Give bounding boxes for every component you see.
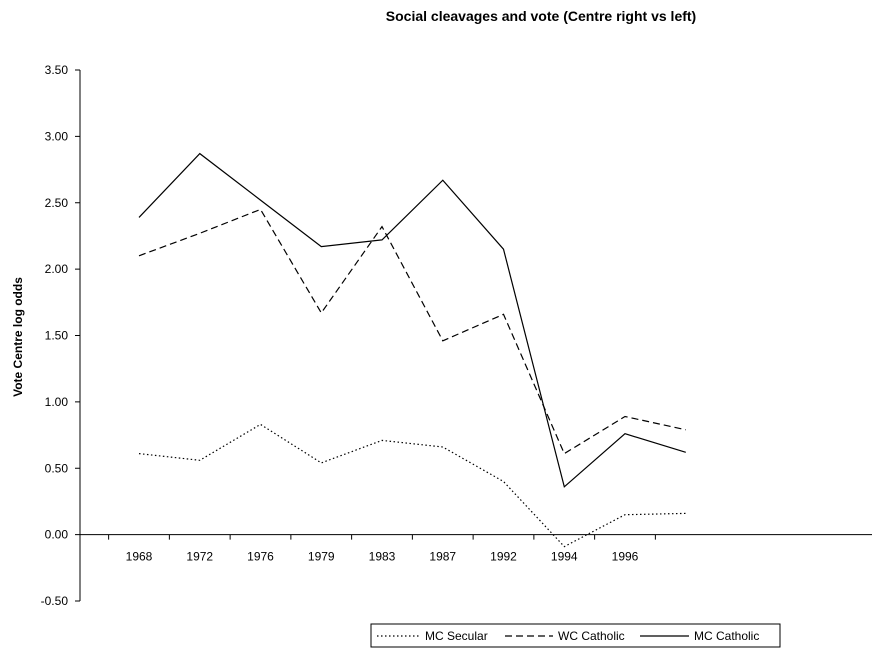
y-tick-label: 3.00 (45, 129, 69, 143)
x-tick-label: 1968 (126, 550, 153, 564)
x-tick-label: 1996 (612, 550, 639, 564)
series-line-mc-secular (138, 423, 686, 548)
x-tick-label: 1992 (490, 550, 517, 564)
x-tick-label: 1979 (308, 550, 335, 564)
series-line-mc-catholic (138, 152, 686, 488)
y-tick-label: 1.50 (45, 329, 69, 343)
y-tick-label: 0.00 (45, 528, 69, 542)
x-tick-label: 1976 (247, 550, 274, 564)
y-axis-label: Vote Centre log odds (11, 277, 25, 397)
series-layer (138, 152, 686, 548)
axes: 3.50 3.00 2.50 2.00 1.50 1.00 0.50 0.00 -0.50 196… (41, 63, 872, 608)
y-tick-label: 1.00 (45, 395, 69, 409)
chart-title: Social cleavages and vote (Centre right … (386, 8, 696, 24)
legend-label: MC Secular (425, 629, 488, 643)
y-tick-label: 0.50 (45, 461, 69, 475)
y-tick-label: 2.00 (45, 262, 69, 276)
legend: MC Secular WC Catholic MC Catholic (370, 623, 781, 648)
legend-label: WC Catholic (558, 629, 625, 643)
y-tick-label: -0.50 (41, 594, 69, 608)
y-tick-label: 2.50 (45, 196, 69, 210)
legend-label: MC Catholic (694, 629, 759, 643)
x-tick-label: 1983 (369, 550, 396, 564)
legend-box (370, 623, 781, 648)
series-line-wc-catholic (138, 208, 686, 455)
x-tick-label: 1972 (186, 550, 213, 564)
x-tick-label: 1987 (429, 550, 456, 564)
y-tick-label: 3.50 (45, 63, 69, 77)
x-tick-label: 1994 (551, 550, 578, 564)
